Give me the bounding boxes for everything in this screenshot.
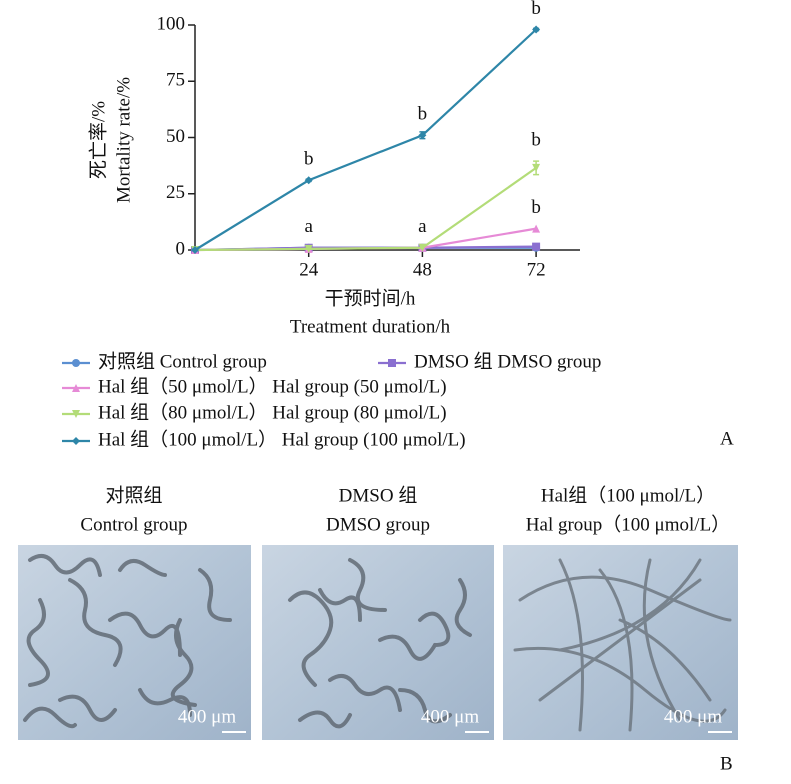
marker bbox=[532, 25, 541, 34]
y-tick-label: 75 bbox=[166, 70, 185, 91]
legend-label: Hal 组（100 μmol/L） Hal group (100 μmol/L) bbox=[98, 428, 466, 450]
annotation: b bbox=[418, 104, 428, 125]
marker bbox=[191, 246, 199, 254]
line bbox=[194, 166, 537, 252]
y-tick-label: 0 bbox=[176, 238, 186, 259]
image-title: 对照组 bbox=[105, 484, 162, 506]
image-panel: 400 μm bbox=[503, 545, 738, 740]
annotation: b bbox=[531, 197, 541, 218]
x-axis-title: Treatment duration/h bbox=[290, 316, 451, 337]
scale-bar-label: 400 μm bbox=[178, 706, 236, 727]
x-axis-title: 干预时间/h bbox=[325, 287, 416, 309]
y-tick-label: 25 bbox=[166, 182, 185, 203]
annotation: a bbox=[304, 216, 313, 237]
series bbox=[191, 25, 541, 254]
scale-bar-label: 400 μm bbox=[421, 706, 479, 727]
legend-label: 对照组 Control group bbox=[98, 350, 267, 372]
annotation: b bbox=[531, 129, 541, 150]
image-panel: 400 μm bbox=[262, 545, 494, 740]
annotation: b bbox=[531, 0, 541, 19]
marker bbox=[418, 131, 427, 140]
legend-marker bbox=[72, 410, 80, 418]
legend-entry: Hal 组（50 μmol/L） Hal group (50 μmol/L) bbox=[62, 375, 447, 397]
x-tick-label: 72 bbox=[527, 259, 546, 280]
legend-label: DMSO 组 DMSO group bbox=[414, 350, 601, 372]
image-title: DMSO 组 bbox=[339, 484, 418, 506]
legend-label: Hal 组（80 μmol/L） Hal group (80 μmol/L) bbox=[98, 401, 447, 423]
image-title: Hal group（100 μmol/L） bbox=[526, 513, 730, 535]
annotation: a bbox=[418, 216, 427, 237]
legend-entry: Hal 组（100 μmol/L） Hal group (100 μmol/L) bbox=[62, 428, 466, 450]
legend-entry: 对照组 Control group bbox=[62, 350, 267, 372]
legend-marker bbox=[388, 359, 396, 367]
image-title: Hal组（100 μmol/L） bbox=[541, 484, 715, 506]
y-tick-label: 50 bbox=[166, 126, 185, 147]
legend-label: Hal 组（50 μmol/L） Hal group (50 μmol/L) bbox=[98, 375, 447, 397]
scale-bar-label: 400 μm bbox=[664, 706, 722, 727]
marker bbox=[532, 163, 541, 172]
y-tick-label: 100 bbox=[157, 13, 186, 34]
marker bbox=[304, 176, 313, 185]
image-title: Control group bbox=[80, 514, 187, 535]
legend-marker bbox=[72, 359, 80, 367]
legend-marker bbox=[72, 437, 80, 445]
marker bbox=[304, 244, 313, 253]
panel-label: A bbox=[720, 428, 734, 449]
x-tick-label: 48 bbox=[413, 259, 432, 280]
marker bbox=[532, 224, 541, 233]
x-tick-label: 24 bbox=[299, 259, 319, 280]
legend-marker bbox=[72, 384, 80, 392]
marker bbox=[418, 243, 427, 252]
marker bbox=[532, 242, 541, 251]
legend-entry: DMSO 组 DMSO group bbox=[378, 350, 601, 372]
y-axis-title: Mortality rate/% bbox=[113, 77, 134, 203]
annotation: b bbox=[304, 149, 314, 170]
line bbox=[194, 28, 537, 251]
image-title: DMSO group bbox=[326, 514, 430, 535]
panel-label: B bbox=[720, 753, 733, 774]
legend-entry: Hal 组（80 μmol/L） Hal group (80 μmol/L) bbox=[62, 401, 447, 423]
y-axis-title: 死亡率/% bbox=[87, 101, 109, 179]
image-panel: 400 μm bbox=[18, 545, 251, 740]
series bbox=[191, 160, 541, 254]
